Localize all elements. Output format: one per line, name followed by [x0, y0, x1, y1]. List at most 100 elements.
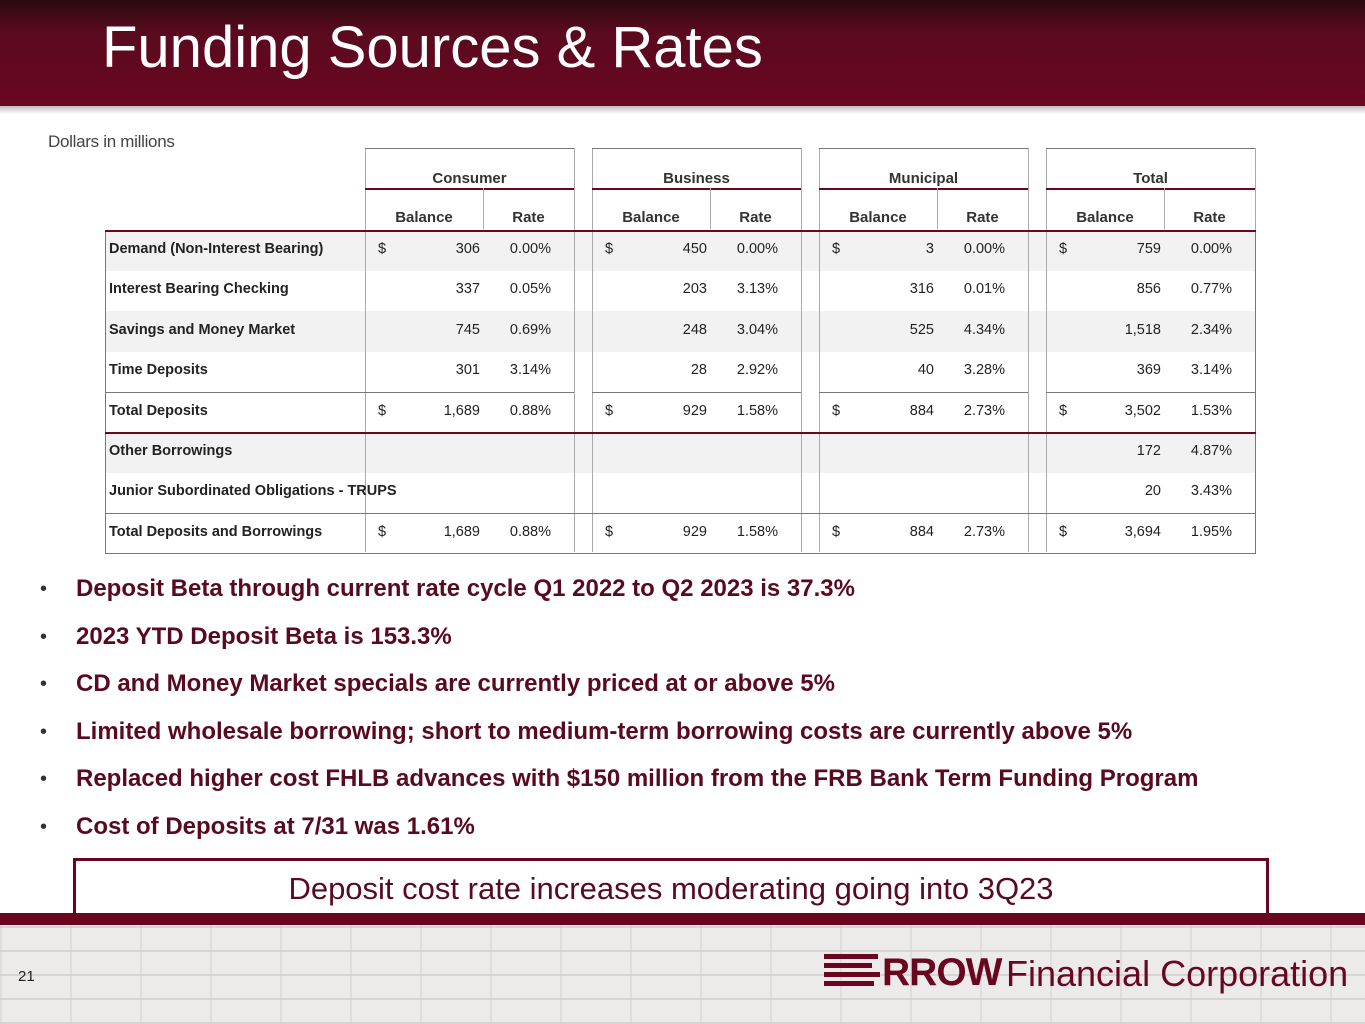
arrow-logo-icon [824, 954, 884, 990]
subheader-divider [483, 188, 484, 229]
rate-value: 0.00% [509, 241, 551, 257]
balance-value: 369 [1136, 362, 1161, 379]
row-label: Total Deposits and Borrowings [109, 523, 323, 540]
company-logo: RROW Financial Corporation [824, 948, 1354, 1000]
bullet-dot-icon: • [40, 673, 48, 695]
funding-table: Consumer Balance Rate Business Balance Rate Mu… [105, 148, 1256, 555]
row-label: Junior Subordinated Obligations - TRUPS [109, 483, 397, 500]
balance-value: 316 [909, 281, 934, 298]
balance-value: 856 [1136, 281, 1161, 298]
row-label: Savings and Money Market [109, 321, 296, 338]
group-border [1046, 148, 1047, 553]
rate-value: 3.28% [963, 362, 1005, 379]
page-number: 21 [18, 968, 35, 985]
bullet-text: 2023 YTD Deposit Beta is 153.3% [76, 622, 452, 650]
group-top-border [365, 148, 574, 149]
group-header-consumer: Consumer [432, 170, 507, 187]
row-label: Time Deposits [109, 362, 208, 379]
subheader-balance: Balance [1076, 209, 1134, 226]
dollar-sign: $ [378, 523, 387, 540]
balance-value: 3 [925, 241, 934, 257]
row-label: Demand (Non-Interest Bearing) [109, 241, 324, 257]
group-border [801, 148, 802, 553]
bullet-dot-icon: • [40, 578, 48, 600]
subheader-divider [1164, 188, 1165, 229]
header-bottom-line [105, 230, 1256, 232]
rate-value: 4.34% [963, 321, 1005, 338]
table-bottom-line [105, 553, 1256, 555]
rate-value: 0.01% [963, 281, 1005, 298]
bullet-dot-icon: • [40, 815, 48, 838]
balance-value: 203 [682, 281, 707, 298]
subheader-rate: Rate [1193, 209, 1226, 226]
dollar-sign: $ [1059, 241, 1068, 257]
balance-value: 28 [690, 362, 707, 379]
group-header-underline [819, 188, 1028, 190]
group-border [819, 148, 820, 553]
subheader-divider [937, 188, 938, 229]
group-border [592, 148, 593, 553]
total-deposits-top-line [105, 391, 365, 393]
bullet-dot-icon: • [40, 720, 48, 743]
balance-value: 759 [1136, 241, 1161, 257]
balance-value: 306 [455, 241, 480, 257]
bullet-dot-icon: • [40, 625, 48, 648]
row-label: Other Borrowings [109, 443, 233, 459]
group-header-underline [365, 188, 574, 190]
group-header-business: Business [663, 170, 730, 187]
balance-value: 172 [1136, 443, 1161, 459]
dollar-sign: $ [1059, 402, 1068, 419]
balance-value: 929 [682, 402, 707, 419]
header-bar [0, 0, 1365, 106]
rate-value: 0.05% [509, 281, 551, 298]
rate-value: 3.43% [1190, 483, 1232, 500]
balance-value: 1,689 [443, 402, 480, 419]
rate-value: 2.73% [963, 402, 1005, 419]
rate-value: 0.00% [963, 241, 1005, 257]
bullet-item: • CD and Money Market specials are curren… [40, 667, 1350, 715]
dollar-sign: $ [605, 241, 614, 257]
rate-value: 2.73% [963, 523, 1005, 540]
footer-bar [0, 913, 1365, 925]
rate-value: 0.77% [1190, 281, 1232, 298]
group-top-border [1046, 148, 1255, 149]
rate-value: 1.58% [736, 523, 778, 540]
balance-value: 337 [455, 281, 480, 298]
balance-value: 929 [682, 523, 707, 540]
bullet-text: Deposit Beta through current rate cycle … [76, 575, 855, 602]
group-border [1028, 148, 1029, 553]
dollar-sign: $ [605, 402, 614, 419]
subheader-divider [710, 188, 711, 229]
bullet-text: Limited wholesale borrowing; short to me… [76, 717, 1133, 745]
row-band [105, 230, 1256, 271]
balance-value: 745 [455, 321, 480, 338]
rate-value: 0.00% [736, 241, 778, 257]
logo-tagline: Financial Corporation [1006, 953, 1349, 994]
dollar-sign: $ [1059, 523, 1068, 540]
grand-total-top-line [105, 512, 1256, 514]
dollar-sign: $ [605, 523, 614, 540]
balance-value: 450 [682, 241, 707, 257]
group-header-underline [592, 188, 801, 190]
bullet-text: CD and Money Market specials are current… [76, 670, 835, 697]
rate-value: 3.04% [736, 321, 778, 338]
bullet-item: • Deposit Beta through current rate cycle… [40, 572, 1350, 620]
row-band [105, 432, 1256, 473]
dollar-sign: $ [832, 402, 841, 419]
dollar-sign: $ [378, 402, 387, 419]
rate-value: 0.88% [509, 523, 551, 540]
group-border [574, 148, 575, 553]
group-top-border [819, 148, 1028, 149]
row-band [105, 512, 1256, 554]
rate-value: 3.14% [1190, 362, 1232, 379]
total-deposits-top-line [1046, 391, 1256, 393]
subheader-rate: Rate [966, 209, 999, 226]
dollar-sign: $ [378, 241, 387, 257]
balance-value: 525 [909, 321, 934, 338]
group-header-municipal: Municipal [888, 170, 959, 187]
logo-brand: RROW [882, 951, 1002, 994]
subheader-balance: Balance [395, 209, 453, 226]
subheader-rate: Rate [512, 209, 545, 226]
bullet-item: • Cost of Deposits at 7/31 was 1.61% [40, 810, 1350, 858]
group-top-border [592, 148, 801, 149]
